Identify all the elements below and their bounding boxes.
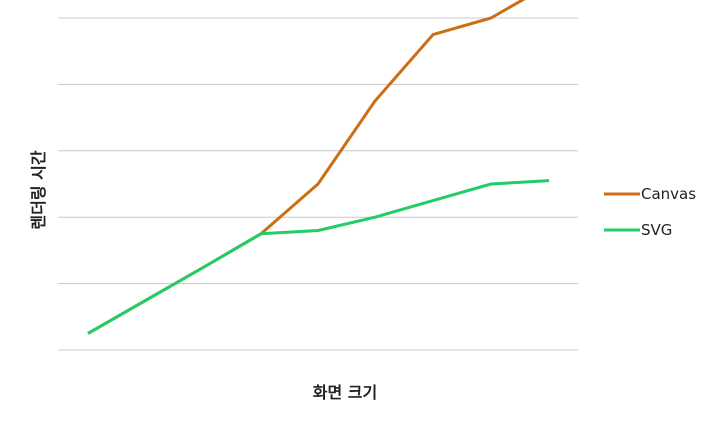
gridlines bbox=[58, 17, 578, 351]
series-line-svg bbox=[87, 179, 550, 335]
x-axis-title: 화면 크기 bbox=[313, 383, 377, 402]
legend-label-canvas: Canvas bbox=[641, 185, 696, 203]
y-axis-title: 렌더링 시간 bbox=[29, 150, 48, 229]
legend: Canvas SVG bbox=[604, 185, 696, 239]
series-lines bbox=[87, 0, 550, 335]
legend-label-svg: SVG bbox=[641, 221, 672, 239]
